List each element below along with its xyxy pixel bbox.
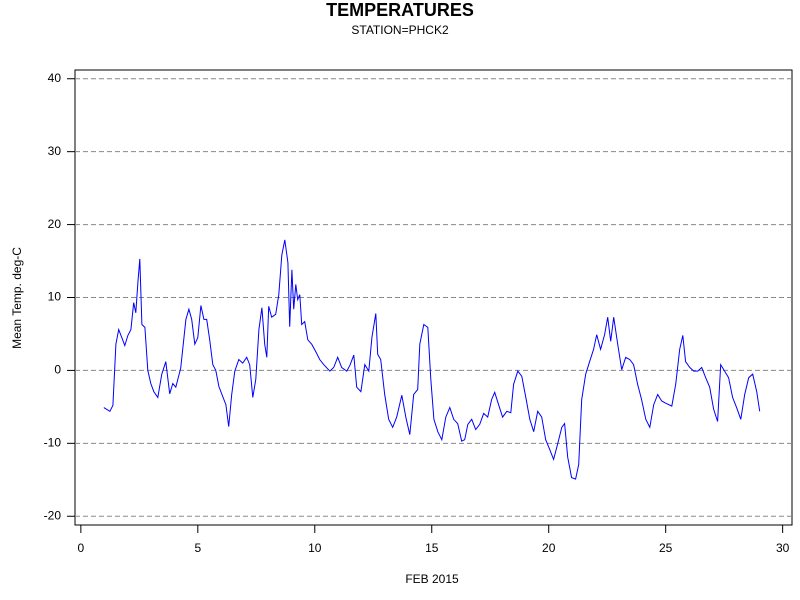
x-axis-label: FEB 2015 bbox=[405, 572, 459, 586]
y-axis-label: Mean Temp. deg-C bbox=[10, 247, 24, 349]
x-tick-label: 15 bbox=[425, 541, 439, 555]
y-tick-label: 0 bbox=[54, 363, 61, 377]
x-tick-label: 0 bbox=[78, 541, 85, 555]
y-tick-label: 30 bbox=[48, 144, 62, 158]
chart-subtitle: STATION=PHCK2 bbox=[351, 23, 449, 37]
x-tick-label: 5 bbox=[194, 541, 201, 555]
y-tick-label: -10 bbox=[44, 436, 62, 450]
y-tick-label: 10 bbox=[48, 290, 62, 304]
chart-title: TEMPERATURES bbox=[326, 0, 474, 20]
y-tick-label: -20 bbox=[44, 508, 62, 522]
x-tick-label: 25 bbox=[659, 541, 673, 555]
x-tick-label: 20 bbox=[542, 541, 556, 555]
y-tick-label: 40 bbox=[48, 71, 62, 85]
x-tick-label: 10 bbox=[308, 541, 322, 555]
y-tick-label: 20 bbox=[48, 217, 62, 231]
data-line bbox=[103, 239, 761, 480]
x-tick-label: 30 bbox=[776, 541, 790, 555]
